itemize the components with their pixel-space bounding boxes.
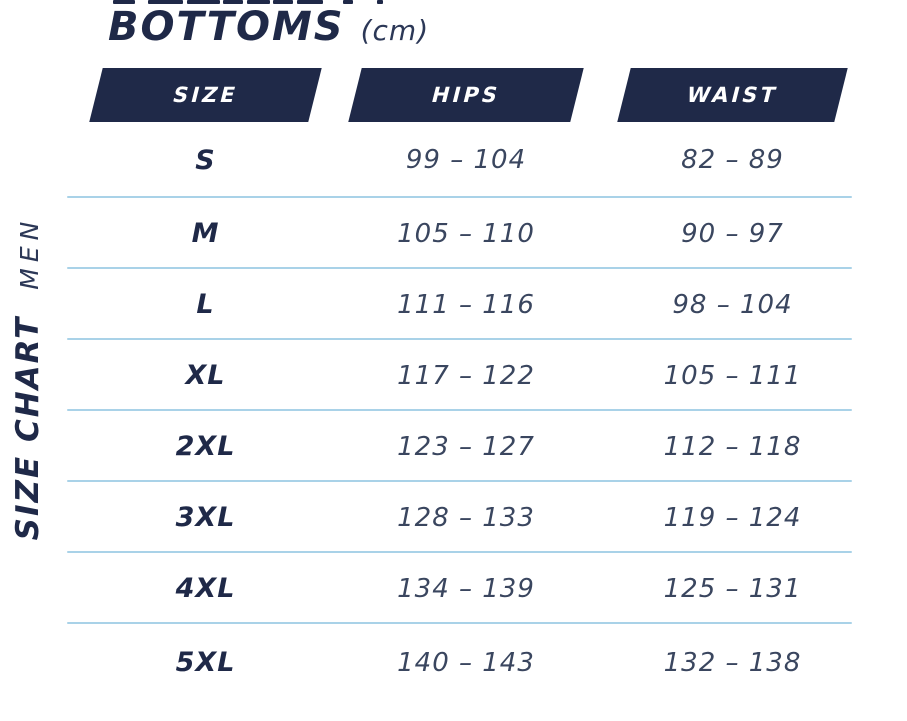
row-divider xyxy=(67,267,852,269)
size-cell: 2XL xyxy=(175,431,236,462)
row-divider xyxy=(67,551,852,553)
waist-cell: 98 – 104 xyxy=(672,289,793,320)
hips-cell: 134 – 139 xyxy=(397,573,535,604)
column-header-waist-label: WAIST xyxy=(684,83,781,107)
table-row: M 105 – 110 90 – 97 xyxy=(0,198,907,269)
table-body: S 99 – 104 82 – 89 M 105 – 110 90 – 97 L 111 – … xyxy=(0,122,907,721)
hips-cell: 128 – 133 xyxy=(397,502,535,533)
row-divider xyxy=(67,409,852,411)
hips-cell: 105 – 110 xyxy=(397,218,535,249)
size-cell: S xyxy=(195,144,216,176)
cropped-glyph-fragment xyxy=(297,0,323,4)
title-unit-label: (cm) xyxy=(360,14,430,47)
size-cell: M xyxy=(191,218,220,249)
waist-cell: 90 – 97 xyxy=(681,218,784,249)
table-row: 4XL 134 – 139 125 – 131 xyxy=(0,553,907,624)
waist-cell: 125 – 131 xyxy=(663,573,802,604)
cropped-glyph-fragment xyxy=(223,0,243,4)
size-cell: 5XL xyxy=(175,647,236,678)
table-row: S 99 – 104 82 – 89 xyxy=(0,122,907,198)
row-divider xyxy=(67,338,852,340)
waist-cell: 82 – 89 xyxy=(681,145,784,175)
column-header-hips-label: HIPS xyxy=(429,83,503,107)
column-header-size-label: SIZE xyxy=(170,83,241,107)
waist-cell: 119 – 124 xyxy=(663,502,802,533)
title-text: BOTTOMS xyxy=(108,4,345,50)
size-cell: 4XL xyxy=(175,573,236,604)
cropped-glyph-fragment xyxy=(377,0,383,4)
size-cell: L xyxy=(196,289,215,320)
hips-cell: 140 – 143 xyxy=(397,647,535,678)
waist-cell: 132 – 138 xyxy=(663,647,802,678)
size-cell: 3XL xyxy=(175,502,236,533)
table-row: 2XL 123 – 127 112 – 118 xyxy=(0,411,907,482)
column-header-hips: HIPS xyxy=(348,68,584,122)
page-title: BOTTOMS (cm) xyxy=(108,4,429,50)
cropped-glyph-fragment xyxy=(187,0,220,4)
cropped-glyph-fragment xyxy=(273,0,293,4)
column-header-size: SIZE xyxy=(89,68,322,122)
hips-cell: 99 – 104 xyxy=(405,145,527,175)
cropped-glyph-fragment xyxy=(343,0,353,4)
hips-cell: 123 – 127 xyxy=(397,431,535,462)
row-divider xyxy=(67,196,852,198)
table-row: 3XL 128 – 133 119 – 124 xyxy=(0,482,907,553)
table-row: L 111 – 116 98 – 104 xyxy=(0,269,907,340)
cropped-glyph-fragment xyxy=(148,0,183,4)
waist-cell: 105 – 111 xyxy=(663,360,802,391)
table-row: XL 117 – 122 105 – 111 xyxy=(0,340,907,411)
hips-cell: 117 – 122 xyxy=(397,360,535,391)
waist-cell: 112 – 118 xyxy=(663,431,802,462)
size-cell: XL xyxy=(185,360,226,391)
hips-cell: 111 – 116 xyxy=(397,289,535,320)
row-divider xyxy=(67,622,852,624)
table-row: 5XL 140 – 143 132 – 138 xyxy=(0,624,907,721)
row-divider xyxy=(67,480,852,482)
cropped-glyph-fragment xyxy=(113,0,135,4)
cropped-glyph-fragment xyxy=(247,0,270,4)
column-header-waist: WAIST xyxy=(617,68,848,122)
